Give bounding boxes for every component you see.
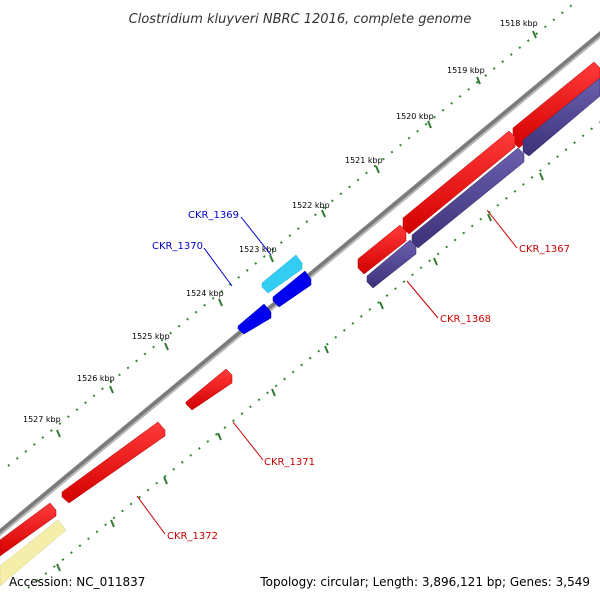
major-ticks xyxy=(56,30,537,438)
gene-label-ckr-1367[interactable]: CKR_1367 xyxy=(519,244,570,255)
inner-tick-row xyxy=(27,121,600,589)
callout-line xyxy=(136,495,166,535)
rna-dark-feature[interactable] xyxy=(237,303,272,335)
major-tick xyxy=(163,476,168,485)
major-tick xyxy=(109,385,114,394)
major-tick xyxy=(375,165,380,174)
tick-labels: 1518 kbp 1519 kbp 1520 kbp 1521 kbp 1522… xyxy=(23,19,538,424)
cds-arrow[interactable] xyxy=(366,239,417,289)
callout-line xyxy=(406,280,439,319)
major-tick xyxy=(487,213,492,222)
tick-label: 1526 kbp xyxy=(77,374,115,383)
tick-label: 1521 kbp xyxy=(345,156,383,165)
tick-label: 1527 kbp xyxy=(23,415,61,424)
major-tick xyxy=(56,429,61,438)
major-tick xyxy=(379,301,384,310)
reverse-cds-track xyxy=(366,77,600,289)
major-tick xyxy=(476,76,481,85)
major-tick xyxy=(532,30,537,39)
tick-label: 1519 kbp xyxy=(447,66,485,75)
major-tick xyxy=(269,254,274,263)
major-tick xyxy=(217,432,222,441)
major-tick xyxy=(110,519,115,528)
rna-dark-feature[interactable] xyxy=(272,270,312,308)
tick-label: 1525 kbp xyxy=(132,332,170,341)
major-tick xyxy=(56,563,61,572)
genome-summary: Topology: circular; Length: 3,896,121 bp… xyxy=(259,575,590,589)
forward-cds-track xyxy=(0,61,600,557)
major-tick xyxy=(321,209,326,218)
major-tick xyxy=(539,172,544,181)
gene-labels: CKR_1367 CKR_1368 CKR_1369 CKR_1370 CKR_… xyxy=(152,210,570,542)
tick-label: 1523 kbp xyxy=(239,245,277,254)
callout-line xyxy=(203,247,233,287)
major-tick xyxy=(427,120,432,129)
cds-arrow[interactable] xyxy=(185,368,233,411)
other-feature[interactable] xyxy=(0,519,67,587)
gene-label-ckr-1370[interactable]: CKR_1370 xyxy=(152,241,203,252)
inner-major-ticks xyxy=(56,172,544,572)
cds-arrow[interactable] xyxy=(522,77,600,157)
major-tick xyxy=(164,342,169,351)
tick-label: 1518 kbp xyxy=(500,19,538,28)
gene-label-ckr-1369[interactable]: CKR_1369 xyxy=(188,210,239,221)
tick-label: 1522 kbp xyxy=(292,201,330,210)
callout-line xyxy=(486,209,518,249)
rna-light-feature[interactable] xyxy=(261,254,303,294)
callout-lines xyxy=(136,209,518,535)
major-tick xyxy=(433,257,438,266)
major-tick xyxy=(271,388,276,397)
cds-arrow[interactable] xyxy=(61,421,166,504)
map-title: Clostridium kluyveri NBRC 12016, complet… xyxy=(129,12,472,27)
cds-arrow[interactable] xyxy=(357,224,407,275)
accession-text: Accession: NC_011837 xyxy=(9,575,145,589)
tick-label: 1520 kbp xyxy=(396,112,434,121)
outer-tick-row xyxy=(7,0,579,467)
cds-arrow[interactable] xyxy=(0,502,57,557)
gene-label-ckr-1368[interactable]: CKR_1368 xyxy=(440,314,491,325)
gene-label-ckr-1372[interactable]: CKR_1372 xyxy=(167,531,218,542)
major-tick xyxy=(218,298,223,307)
callout-line xyxy=(240,216,272,256)
gene-label-ckr-1371[interactable]: CKR_1371 xyxy=(264,457,315,468)
major-tick xyxy=(324,345,329,354)
callout-line xyxy=(232,421,264,461)
tick-label: 1524 kbp xyxy=(186,289,224,298)
